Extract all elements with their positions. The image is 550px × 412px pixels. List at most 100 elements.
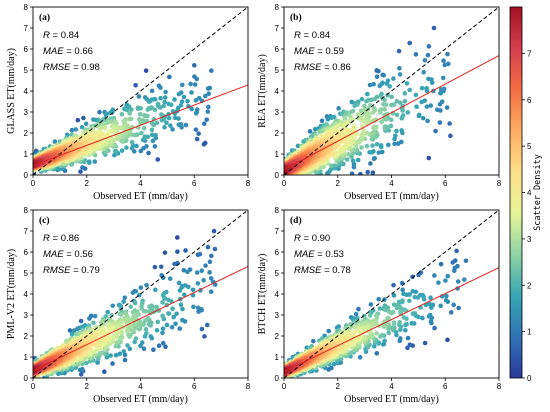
scatter-point bbox=[194, 107, 200, 112]
y-tick-label: 2 bbox=[24, 129, 29, 138]
scatter-point bbox=[332, 163, 338, 168]
scatter-point bbox=[354, 139, 360, 145]
scatter-point bbox=[206, 104, 211, 110]
scatter-point bbox=[136, 94, 142, 99]
scatter-point bbox=[102, 125, 108, 131]
scatter-point bbox=[97, 109, 102, 115]
scatter-point bbox=[329, 365, 334, 371]
scatter-point bbox=[150, 138, 156, 144]
scatter-points bbox=[284, 25, 453, 175]
scatter-point bbox=[370, 110, 376, 115]
scatter-point bbox=[125, 343, 130, 348]
scatter-point bbox=[399, 128, 404, 133]
scatter-point bbox=[154, 327, 160, 333]
scatter-point bbox=[197, 251, 203, 257]
scatter-point bbox=[359, 123, 365, 129]
scatter-point bbox=[158, 95, 163, 101]
y-tick-label: 4 bbox=[24, 290, 29, 299]
scatter-point bbox=[371, 149, 376, 154]
scatter-point bbox=[399, 299, 405, 305]
scatter-point bbox=[428, 295, 433, 301]
scatter-point bbox=[349, 171, 355, 175]
scatter-point bbox=[113, 352, 119, 358]
scatter-point bbox=[55, 166, 60, 171]
scatter-point bbox=[326, 328, 332, 334]
scatter-point bbox=[432, 325, 437, 331]
scatter-point bbox=[82, 157, 88, 163]
scatter-point bbox=[381, 102, 386, 107]
scatter-point bbox=[204, 322, 210, 328]
scatter-point bbox=[167, 276, 173, 281]
scatter-point bbox=[403, 322, 408, 328]
scatter-point bbox=[202, 140, 208, 146]
scatter-point bbox=[389, 102, 394, 108]
scatter-point bbox=[144, 330, 149, 336]
scatter-point bbox=[386, 330, 392, 336]
x-tick-label: 4 bbox=[389, 179, 394, 188]
scatter-point bbox=[156, 343, 162, 349]
scatter-point bbox=[432, 273, 437, 278]
scatter-point bbox=[368, 161, 373, 166]
scatter-point bbox=[205, 86, 211, 91]
scatter-point bbox=[152, 264, 158, 270]
scatter-point bbox=[307, 129, 313, 134]
scatter-point bbox=[376, 150, 382, 155]
stat-mae: MAE = 0.59 bbox=[294, 46, 344, 57]
scatter-point bbox=[374, 141, 380, 147]
scatter-point bbox=[421, 296, 427, 302]
scatter-point bbox=[194, 270, 200, 275]
scatter-point bbox=[445, 337, 450, 343]
scatter-point bbox=[103, 112, 109, 117]
y-tick-label: 0 bbox=[24, 171, 29, 180]
scatter-point bbox=[420, 115, 426, 121]
y-tick-label: 0 bbox=[24, 374, 29, 383]
scatter-point bbox=[428, 103, 434, 108]
scatter-point bbox=[160, 300, 165, 305]
scatter-point bbox=[196, 309, 201, 314]
scatter-point bbox=[91, 320, 96, 326]
scatter-points bbox=[33, 63, 214, 175]
scatter-point bbox=[372, 155, 377, 161]
scatter-point bbox=[331, 361, 337, 367]
scatter-point bbox=[107, 318, 112, 324]
scatter-point bbox=[80, 165, 85, 170]
scatter-point bbox=[413, 52, 419, 57]
scatter-point bbox=[386, 142, 391, 148]
scatter-point bbox=[148, 334, 154, 339]
scatter-point bbox=[336, 106, 341, 111]
scatter-point bbox=[121, 299, 126, 304]
scatter-point bbox=[158, 85, 163, 90]
scatter-point bbox=[407, 298, 412, 304]
scatter-point bbox=[440, 75, 446, 81]
scatter-point bbox=[73, 127, 79, 132]
scatter-point bbox=[141, 125, 147, 131]
scatter-point bbox=[329, 163, 334, 168]
scatter-point bbox=[455, 279, 461, 284]
scatter-point bbox=[190, 287, 196, 293]
scatter-point bbox=[364, 143, 370, 149]
y-tick-label: 1 bbox=[24, 150, 29, 159]
scatter-point bbox=[164, 120, 169, 126]
scatter-point bbox=[384, 81, 390, 86]
scatter-point bbox=[124, 145, 129, 150]
scatter-point bbox=[353, 311, 359, 317]
scatter-point bbox=[191, 304, 196, 310]
scatter-point bbox=[442, 62, 448, 68]
scatter-point bbox=[374, 331, 380, 336]
scatter-point bbox=[122, 295, 128, 301]
scatter-point bbox=[79, 124, 85, 130]
scatter-point bbox=[389, 117, 394, 123]
scatter-point bbox=[177, 288, 183, 293]
scatter-point bbox=[166, 311, 171, 316]
y-tick-label: 1 bbox=[275, 150, 280, 159]
scatter-point bbox=[370, 143, 375, 148]
scatter-point bbox=[128, 304, 134, 310]
scatter-point bbox=[208, 289, 214, 295]
scatter-point bbox=[212, 246, 218, 252]
y-axis-label: REA ET(mm/day) bbox=[257, 54, 268, 128]
scatter-point bbox=[97, 351, 103, 356]
scatter-point bbox=[189, 106, 194, 112]
scatter-point bbox=[385, 316, 390, 321]
